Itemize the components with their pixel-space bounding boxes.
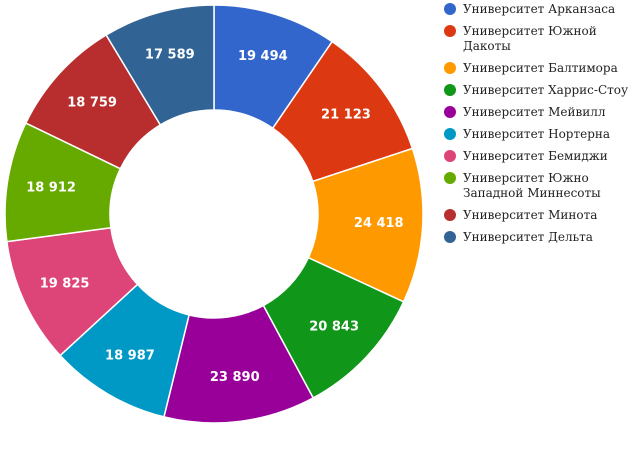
legend-label: Университет Бемиджи: [463, 149, 608, 163]
donut-slice: [105, 4, 215, 126]
legend-item: Университет Дельта: [444, 230, 640, 245]
legend-label: Университет Южной Дакоты: [463, 24, 597, 53]
legend-swatch: [444, 172, 456, 184]
legend-swatch: [444, 25, 456, 37]
slice-value-label: 19 494: [238, 49, 288, 64]
slice-value-label: 20 843: [309, 320, 359, 335]
slice-value-label: 24 418: [354, 216, 404, 231]
legend-label: Университет Арканзаса: [463, 2, 616, 16]
legend-swatch: [444, 106, 456, 118]
legend-item: Университет Южно Западной Миннесоты: [444, 171, 640, 201]
legend-swatch: [444, 84, 456, 96]
legend-item: Университет Южной Дакоты: [444, 24, 640, 54]
slice-value-label: 21 123: [321, 107, 371, 122]
legend-label: Университет Балтимора: [463, 61, 618, 75]
chart-legend: Университет Арканзаса Университет Южной Д…: [444, 0, 640, 252]
legend-item: Университет Минота: [444, 208, 640, 223]
legend-label: Университет Харрис-Стоу: [463, 83, 629, 97]
legend-label: Университет Нортерна: [463, 127, 611, 141]
legend-label: Университет Мейвилл: [463, 105, 606, 119]
legend-label: Университет Дельта: [463, 230, 593, 244]
slice-value-label: 18 759: [67, 95, 117, 110]
legend-swatch: [444, 3, 456, 15]
donut-value-labels: 19 494 21 123 24 418 20 843 23 890 18 987 19 8…: [26, 48, 403, 386]
slice-value-label: 17 589: [145, 48, 195, 63]
legend-item: Университет Бемиджи: [444, 149, 640, 164]
legend-item: Университет Харрис-Стоу: [444, 83, 640, 98]
slice-value-label: 19 825: [40, 276, 90, 291]
legend-item: Университет Мейвилл: [444, 105, 640, 120]
legend-item: Университет Арканзаса: [444, 2, 640, 17]
slice-value-label: 18 987: [105, 348, 155, 363]
legend-swatch: [444, 62, 456, 74]
slice-value-label: 23 890: [210, 370, 260, 385]
legend-label: Университет Минота: [463, 208, 598, 222]
legend-item: Университет Балтимора: [444, 61, 640, 76]
legend-swatch: [444, 128, 456, 140]
legend-swatch: [444, 150, 456, 162]
legend-swatch: [444, 209, 456, 221]
slice-value-label: 18 912: [26, 180, 76, 195]
legend-item: Университет Нортерна: [444, 127, 640, 142]
legend-label: Университет Южно Западной Миннесоты: [463, 171, 601, 200]
donut-slices: [4, 4, 424, 424]
donut-chart: 19 494 21 123 24 418 20 843 23 890 18 987 19 8…: [4, 4, 424, 424]
legend-swatch: [444, 231, 456, 243]
